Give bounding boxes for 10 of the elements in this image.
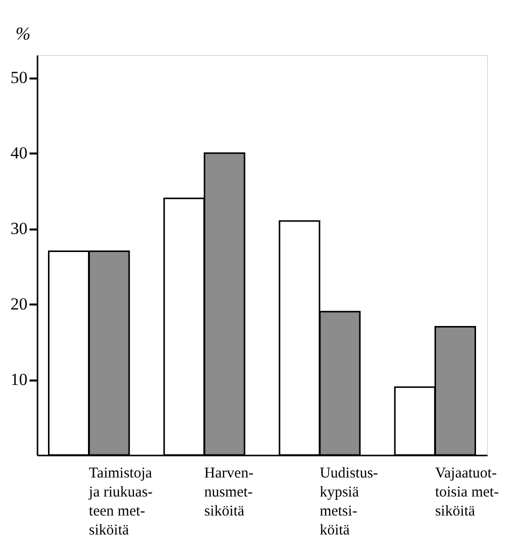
y-tick-label: 50	[10, 68, 28, 88]
y-tick-label: 40	[10, 144, 28, 163]
y-tick-label: 30	[10, 219, 28, 238]
x-tick-label: Harven- nusmet- siköitä	[204, 466, 254, 520]
x-tick-label: Vajaatuot- toisia met- siköitä	[435, 466, 499, 520]
y-axis-title: %	[16, 24, 30, 44]
x-tick-label: Taimistoja ja riukuas- teen met- siköitä	[88, 466, 153, 538]
y-tick-label: 10	[10, 370, 28, 390]
y-tick-label: 20	[10, 294, 28, 314]
x-tick-label: Uudistus- kypsiä metsi- köitä	[320, 466, 378, 538]
